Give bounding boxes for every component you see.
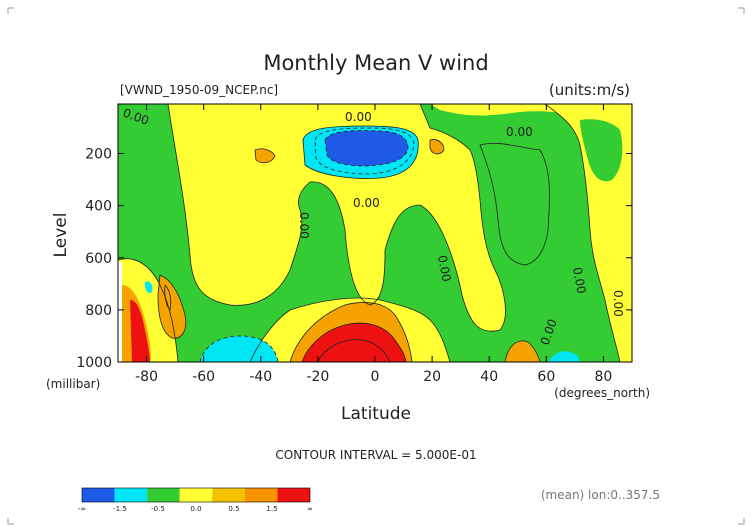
colorbar-label: -0.5 [151, 505, 165, 513]
field-green-hole [480, 143, 550, 265]
field-green-right-top [580, 119, 623, 182]
x-tick-label: 0 [371, 369, 380, 385]
colorbar-label: 1.5 [266, 505, 277, 513]
colorbar-label: -∞ [78, 505, 86, 513]
colorbar-swatch [244, 488, 278, 502]
contour-label: 0.00 [353, 196, 380, 210]
x-tick-label: -20 [306, 369, 329, 385]
y-tick-label: 800 [85, 303, 112, 319]
x-axis: -80 -60 -40 -20 0 20 40 60 80 [135, 104, 612, 385]
x-tick-label: 20 [423, 369, 441, 385]
field-yellow-main [168, 104, 506, 332]
field-orange-right [505, 340, 540, 362]
field-cyan-left2 [144, 281, 153, 293]
colorbar-swatch [82, 488, 115, 502]
y-tick-label: 1000 [76, 355, 112, 371]
contour-label-group: 0.00 0.00 0.00 0.00 0.00 0.00 0.00 0.00 … [121, 106, 625, 347]
contour-interval-text: CONTOUR INTERVAL = 5.000E-01 [275, 448, 476, 462]
contour-label: 0.00 [570, 266, 588, 295]
x-tick-label: -60 [192, 369, 215, 385]
corner-marks [7, 7, 745, 525]
x-tick-label: -40 [249, 369, 272, 385]
y-tick-label: 400 [85, 199, 112, 215]
contour-label: 0.00 [297, 212, 311, 239]
colorbar-swatch [212, 488, 245, 502]
y-tick-label: 600 [85, 251, 112, 267]
file-label: [VWND_1950-09_NCEP.nc] [120, 83, 278, 97]
field-yellow-top [118, 104, 632, 123]
colorbar-label: 0.5 [228, 505, 239, 513]
footer-text: (mean) lon:0..357.5 [541, 488, 660, 502]
y-axis-unit: (millibar) [46, 377, 100, 391]
field-blue-top [325, 130, 408, 166]
field-cyan-right [548, 351, 580, 362]
field-white-left [118, 262, 122, 362]
colorbar-label: 0.0 [190, 505, 201, 513]
x-axis-label: Latitude [341, 404, 411, 424]
x-tick-label: 80 [595, 369, 613, 385]
colorbar-swatch [179, 488, 213, 502]
x-tick-label: 60 [537, 369, 555, 385]
colorbar-swatch [277, 488, 310, 502]
field-red-left [130, 300, 150, 362]
colorbar-swatch [147, 488, 180, 502]
x-tick-label: 40 [480, 369, 498, 385]
colorbar: -∞ -1.5 -0.5 0.0 0.5 1.5 ∞ [78, 487, 313, 513]
y-axis-label: Level [51, 213, 71, 258]
contour-label: 0.00 [345, 110, 372, 124]
chart-title: Monthly Mean V wind [263, 51, 488, 75]
colorbar-swatch [114, 488, 148, 502]
contour-label: 0.00 [611, 290, 625, 317]
field-cyan-left [200, 336, 278, 362]
y-axis: 200 400 600 800 1000 [76, 147, 632, 371]
y-tick-label: 200 [85, 147, 112, 163]
field-red-bottom [302, 323, 406, 362]
units-label: (units:m/s) [549, 81, 630, 99]
colorbar-frame [81, 487, 311, 503]
contour-label: 0.00 [435, 254, 453, 283]
colorbar-label: ∞ [307, 505, 313, 513]
x-axis-unit: (degrees_north) [554, 386, 650, 400]
contour-label: 0.00 [506, 125, 533, 139]
contour-lines [118, 104, 621, 362]
colorbar-label: -1.5 [113, 505, 127, 513]
plot-area [118, 104, 632, 362]
field-orange-small [255, 148, 275, 163]
field-orange-small2 [430, 139, 444, 154]
x-tick-label: -80 [135, 369, 158, 385]
